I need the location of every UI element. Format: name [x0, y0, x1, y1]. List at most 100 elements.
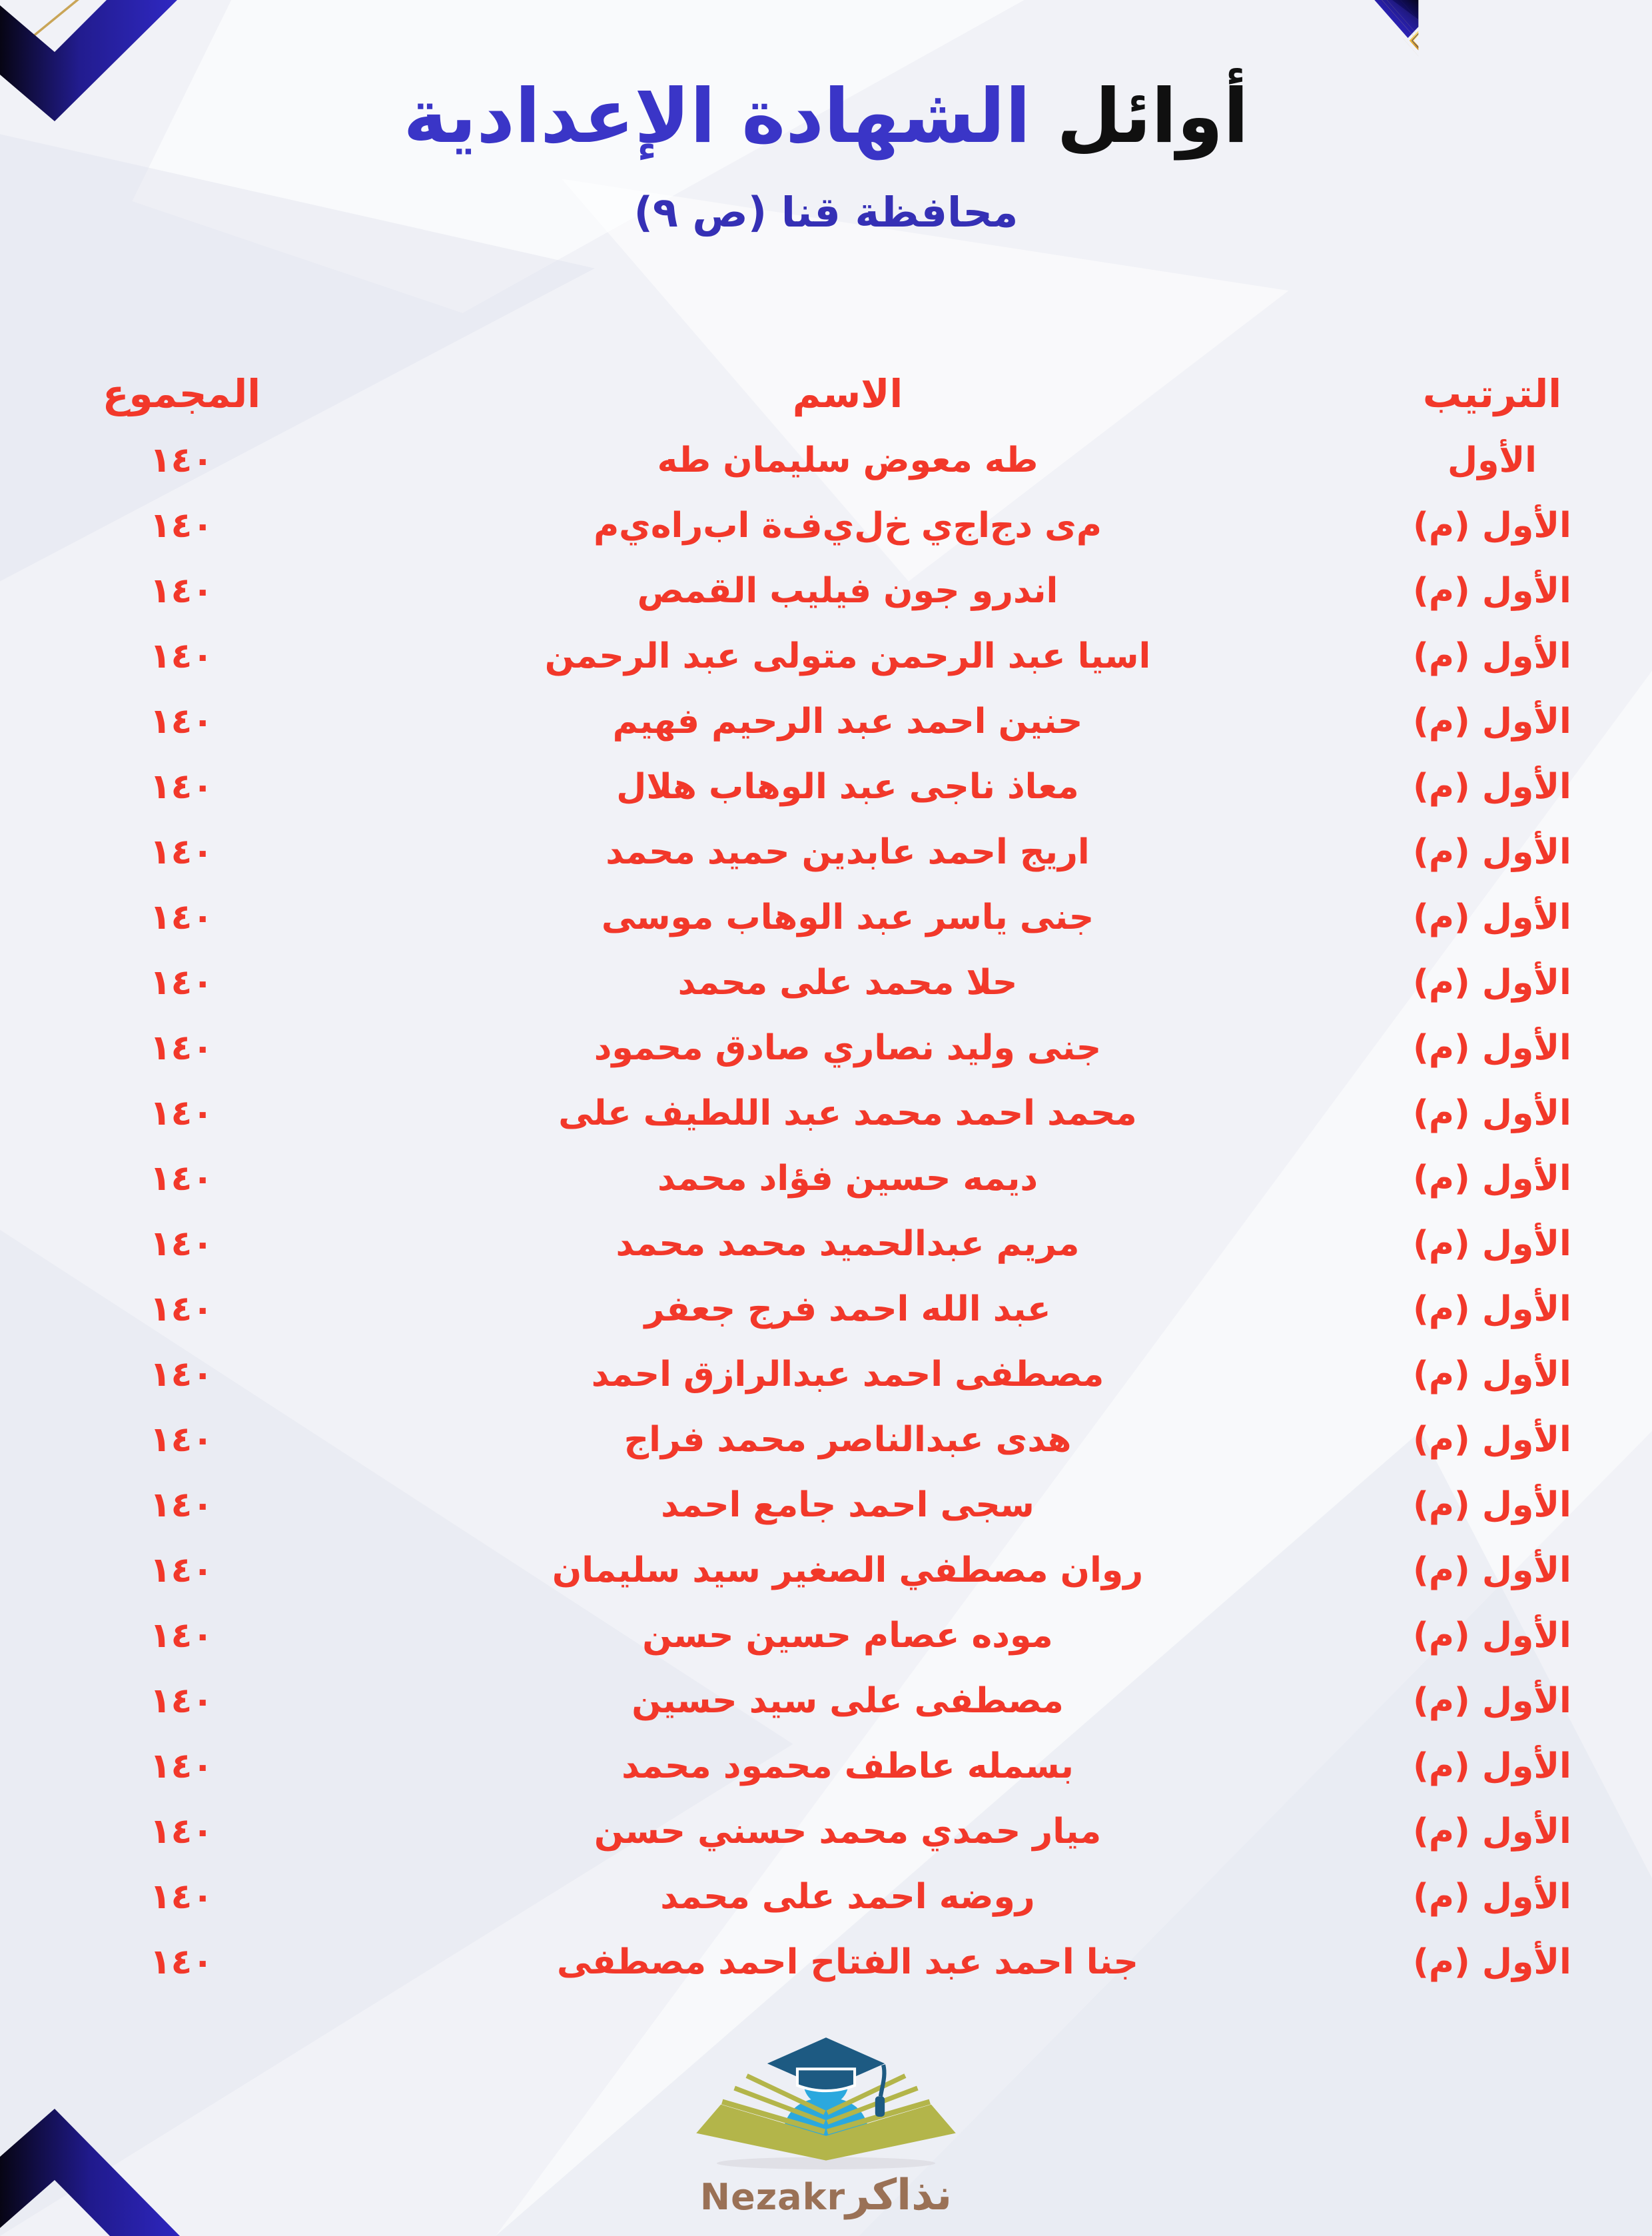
cell-name: اريج احمد عابدين حميد محمد — [606, 832, 1090, 872]
column-header-rank: الترتيب — [1422, 371, 1562, 416]
light-accent-line — [1400, 0, 1419, 21]
cell-total: ١٤٠ — [149, 1877, 214, 1917]
cell-total: ١٤٠ — [149, 1746, 214, 1786]
cell-rank: الأول (م) — [1413, 636, 1571, 676]
cell-rank: الأول (م) — [1413, 1224, 1571, 1264]
cell-name: حلا محمد على محمد — [677, 963, 1018, 1003]
cell-name: موده عصام حسين حسن — [642, 1616, 1053, 1656]
cell-name: اسيا عبد الرحمن متولى عبد الرحمن — [544, 636, 1151, 676]
cell-name: ديمه حسين فؤاد محمد — [657, 1159, 1038, 1199]
table-row: الأول (م) ديمه حسين فؤاد محمد ١٤٠ — [0, 1146, 1652, 1211]
table-row: الأول (م) روان مصطفي الصغير سيد سليمان ١٤٠ — [0, 1538, 1652, 1603]
gold-chevron-shape — [1409, 31, 1419, 51]
cell-total: ١٤٠ — [149, 963, 214, 1003]
table-row: الأول (م) مريم عبدالحميد محمد محمد ١٤٠ — [0, 1211, 1652, 1277]
cell-rank: الأول (م) — [1413, 702, 1571, 742]
top-right-ribbon-decoration — [1374, 0, 1419, 57]
cell-total: ١٤٠ — [149, 1355, 214, 1395]
cell-total: ١٤٠ — [149, 1093, 214, 1133]
graduation-cap-icon — [767, 2037, 885, 2090]
cell-name: سجى احمد جامع احمد — [661, 1485, 1034, 1525]
cell-rank: الأول (م) — [1413, 1289, 1571, 1329]
table-row: الأول (م) معاذ ناجى عبد الوهاب هلال ١٤٠ — [0, 754, 1652, 820]
navy-wedge-shape — [1374, 0, 1419, 39]
table-row: الأول (م) حنين احمد عبد الرحيم فهيم ١٤٠ — [0, 689, 1652, 754]
cell-name: معاذ ناجى عبد الوهاب هلال — [616, 767, 1079, 807]
cell-name: مصطفى على سيد حسين — [631, 1681, 1064, 1721]
table-row: الأول (م) حلا محمد على محمد ١٤٠ — [0, 950, 1652, 1015]
cell-name: هدى عبدالناصر محمد فراج — [623, 1420, 1072, 1460]
table-row: الأول (م) اسيا عبد الرحمن متولى عبد الرحم… — [0, 624, 1652, 689]
cell-rank: الأول (م) — [1413, 897, 1571, 937]
book-left-cover — [696, 2104, 826, 2161]
table-row: الأول (م) ميار حمدي محمد حسني حسن ١٤٠ — [0, 1799, 1652, 1864]
gold-accent-line — [1382, 0, 1416, 39]
page-title: أوائل الشهادة الإعدادية — [0, 59, 1652, 175]
column-header-total: المجموع — [102, 371, 261, 416]
table-row: الأول (م) جنى وليد نصاري صادق محمود ١٤٠ — [0, 1015, 1652, 1081]
cell-name: م‌ى د‌ج‌ا‌ج‌ي خ‌ل‌ي‌ف‌ة ا‌ب‌ر‌ا‌ه‌ي‌م — [594, 506, 1102, 546]
logo-shadow — [717, 2157, 935, 2169]
cell-name: محمد احمد محمد عبد اللطيف على — [558, 1093, 1137, 1133]
gold-accent-line — [1386, 0, 1419, 36]
cell-rank: الأول (م) — [1413, 506, 1571, 546]
title-word-certificate: الشهادة الإعدادية — [403, 73, 1031, 161]
cap-tassel-knob — [875, 2096, 885, 2117]
table-row: الأول (م) م‌ى د‌ج‌ا‌ج‌ي خ‌ل‌ي‌ف‌ة ا‌ب‌ر‌ا… — [0, 493, 1652, 558]
cell-name: جنى وليد نصاري صادق محمود — [594, 1028, 1102, 1068]
cell-name: روضه احمد على محمد — [660, 1877, 1035, 1917]
cell-rank: الأول (م) — [1413, 571, 1571, 611]
book-right-cover — [826, 2104, 956, 2161]
table-header-row: الترتيب الاسم المجموع — [0, 360, 1652, 428]
table-row: الأول (م) روضه احمد على محمد ١٤٠ — [0, 1864, 1652, 1930]
cell-total: ١٤٠ — [149, 897, 214, 937]
table-body: الأول طه معوض سليمان طه ١٤٠ الأول (م) م‌ى د‌… — [0, 428, 1652, 1995]
nezakr-logo: نذاكرNezakr — [666, 2033, 986, 2217]
cell-total: ١٤٠ — [149, 832, 214, 872]
cell-name: ميار حمدي محمد حسني حسن — [594, 1812, 1102, 1852]
cell-rank: الأول (م) — [1413, 1812, 1571, 1852]
cell-total: ١٤٠ — [149, 506, 214, 546]
cell-name: مصطفى احمد عبدالرازق احمد — [591, 1355, 1104, 1395]
cell-rank: الأول (م) — [1413, 1093, 1571, 1133]
graduation-cap-band — [795, 2067, 857, 2093]
cell-total: ١٤٠ — [149, 1224, 214, 1264]
cell-total: ١٤٠ — [149, 571, 214, 611]
cell-rank: الأول (م) — [1413, 1550, 1571, 1590]
table-row: الأول (م) اندرو جون فيليب القمص ١٤٠ — [0, 558, 1652, 624]
cell-rank: الأول (م) — [1413, 1942, 1571, 1982]
bottom-left-ribbon-decoration — [0, 2109, 180, 2236]
table-row: الأول (م) محمد احمد محمد عبد اللطيف على ١٤… — [0, 1081, 1652, 1146]
cell-rank: الأول (م) — [1413, 1746, 1571, 1786]
cell-total: ١٤٠ — [149, 440, 214, 480]
brand-wordmark: نذاكرNezakr — [666, 2174, 986, 2217]
cell-total: ١٤٠ — [149, 636, 214, 676]
cell-rank: الأول (م) — [1413, 767, 1571, 807]
cell-total: ١٤٠ — [149, 1616, 214, 1656]
cell-rank: الأول (م) — [1413, 1877, 1571, 1917]
cell-total: ١٤٠ — [149, 1159, 214, 1199]
cell-name: روان مصطفي الصغير سيد سليمان — [552, 1550, 1144, 1590]
cell-name: جنا احمد عبد الفتاح احمد مصطفى — [556, 1942, 1139, 1982]
brand-name-arabic: نذاكر — [845, 2171, 953, 2220]
table-row: الأول (م) اريج احمد عابدين حميد محمد ١٤٠ — [0, 820, 1652, 885]
cell-name: جنى ياسر عبد الوهاب موسى — [601, 897, 1094, 937]
cell-total: ١٤٠ — [149, 1550, 214, 1590]
cell-rank: الأول (م) — [1413, 1028, 1571, 1068]
cell-name: حنين احمد عبد الرحيم فهيم — [612, 702, 1083, 742]
cell-total: ١٤٠ — [149, 1942, 214, 1982]
cell-total: ١٤٠ — [149, 767, 214, 807]
cell-total: ١٤٠ — [149, 1812, 214, 1852]
cell-rank: الأول (م) — [1413, 1485, 1571, 1525]
open-book-icon — [721, 2073, 931, 2135]
table-row: الأول (م) هدى عبدالناصر محمد فراج ١٤٠ — [0, 1407, 1652, 1472]
cell-name: طه معوض سليمان طه — [657, 440, 1038, 480]
cell-name: بسمله عاطف محمود محمد — [621, 1746, 1074, 1786]
title-word-firsts: أوائل — [1056, 73, 1249, 161]
table-row: الأول (م) جنى ياسر عبد الوهاب موسى ١٤٠ — [0, 885, 1652, 950]
navy-chevron-line — [1412, 33, 1419, 48]
cell-rank: الأول — [1447, 440, 1537, 480]
table-row: الأول (م) جنا احمد عبد الفتاح احمد مصطفى ١… — [0, 1930, 1652, 1995]
table-row: الأول (م) موده عصام حسين حسن ١٤٠ — [0, 1603, 1652, 1668]
